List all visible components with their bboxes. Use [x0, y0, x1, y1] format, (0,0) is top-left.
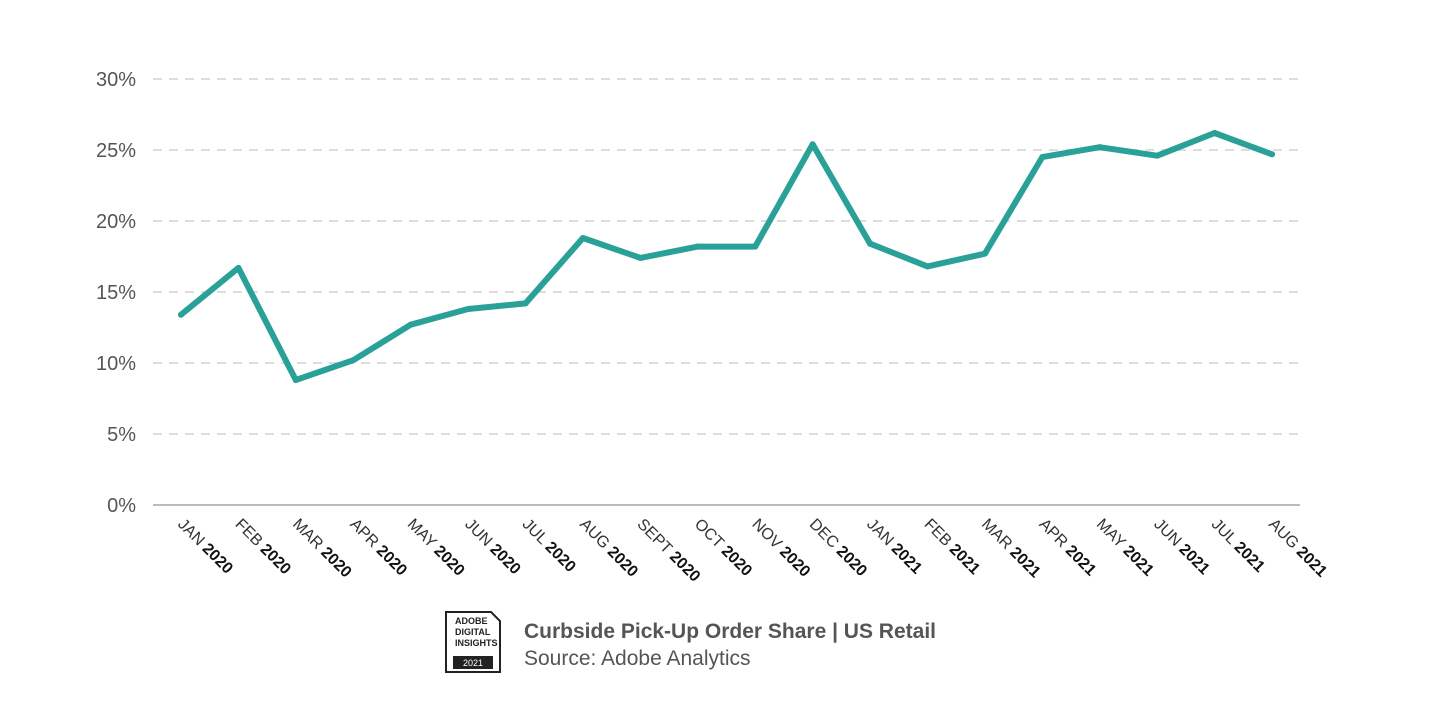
data-point — [1269, 151, 1275, 158]
data-point — [924, 263, 931, 270]
y-axis: 0% 5% 10% 15% 20% 25% 30% — [96, 69, 136, 517]
data-point — [809, 141, 816, 148]
x-tick-label: JAN 2021 — [863, 516, 925, 578]
logo-line-3: INSIGHTS — [455, 638, 498, 648]
x-tick-label: MAY 2020 — [404, 516, 468, 580]
x-tick-label: AUG 2020 — [576, 516, 641, 581]
y-tick-label: 10% — [96, 353, 136, 375]
y-tick-label: 20% — [96, 211, 136, 233]
logo-line-1: ADOBE — [455, 616, 488, 626]
chart-subtitle: Source: Adobe Analytics — [524, 647, 750, 670]
y-tick-label: 25% — [96, 140, 136, 162]
x-tick-year: 2020 — [604, 543, 641, 580]
x-tick-year: 2020 — [542, 539, 579, 576]
data-point — [235, 264, 242, 271]
data-point — [522, 300, 529, 307]
x-tick-label: DEC 2020 — [806, 516, 870, 580]
x-tick-year: 2021 — [1062, 542, 1099, 579]
data-point — [694, 243, 701, 250]
x-tick-year: 2020 — [833, 543, 870, 580]
data-point — [867, 240, 874, 247]
data-point — [637, 254, 644, 261]
data-point — [579, 235, 586, 242]
x-tick-year: 2021 — [888, 540, 925, 577]
x-tick-label: APR 2020 — [346, 516, 410, 580]
x-tick-year: 2021 — [946, 541, 983, 578]
y-tick-label: 30% — [96, 69, 136, 91]
data-point — [752, 243, 759, 250]
data-point — [292, 377, 299, 384]
data-point — [1154, 152, 1161, 159]
x-tick-label: FEB 2020 — [232, 516, 294, 578]
x-tick-label: MAR 2021 — [978, 516, 1044, 582]
data-point — [1039, 154, 1046, 161]
x-tick-label: MAR 2020 — [289, 516, 355, 582]
data-point — [981, 250, 988, 257]
x-tick-label: FEB 2021 — [921, 516, 983, 578]
x-tick-label: AUG 2021 — [1265, 516, 1330, 581]
adobe-digital-insights-logo: ADOBE DIGITAL INSIGHTS 2021 — [445, 611, 501, 673]
data-point — [350, 357, 357, 364]
x-tick-year: 2020 — [666, 548, 703, 585]
gridlines — [153, 78, 1300, 506]
x-tick-label: MAY 2021 — [1093, 516, 1157, 580]
x-tick-year: 2020 — [718, 543, 755, 580]
y-tick-label: 0% — [107, 495, 136, 517]
x-tick-year: 2021 — [1006, 544, 1043, 581]
x-tick-year: 2021 — [1175, 541, 1212, 578]
chart-title: Curbside Pick-Up Order Share | US Retail — [524, 620, 936, 643]
x-tick-year: 2020 — [257, 541, 294, 578]
chart-footer: ADOBE DIGITAL INSIGHTS 2021 Curbside Pic… — [445, 611, 936, 673]
data-point — [407, 321, 414, 328]
data-point — [1211, 129, 1218, 136]
y-tick-label: 5% — [107, 424, 136, 446]
x-tick-label: NOV 2020 — [748, 516, 813, 581]
x-tick-year: 2020 — [776, 543, 813, 580]
series-group — [178, 129, 1275, 384]
y-tick-label: 15% — [96, 282, 136, 304]
x-tick-year: 2021 — [1293, 543, 1330, 580]
x-tick-year: 2020 — [486, 541, 523, 578]
x-tick-year: 2021 — [1231, 539, 1268, 576]
x-tick-label: JUN 2021 — [1150, 516, 1212, 578]
x-tick-label: JUL 2020 — [519, 516, 579, 576]
x-tick-label: JUN 2020 — [461, 516, 523, 578]
data-point — [1096, 144, 1103, 151]
logo-year: 2021 — [463, 658, 483, 668]
data-point — [465, 306, 472, 313]
x-tick-year: 2020 — [373, 542, 410, 579]
x-tick-year: 2020 — [199, 540, 236, 577]
logo-line-2: DIGITAL — [455, 627, 491, 637]
series-line — [178, 130, 1275, 383]
x-tick-label: JAN 2020 — [174, 516, 236, 578]
x-tick-label: JUL 2021 — [1208, 516, 1268, 576]
x-tick-label: APR 2021 — [1035, 516, 1099, 580]
x-tick-year: 2021 — [1120, 542, 1157, 579]
x-tick-year: 2020 — [430, 542, 467, 579]
x-tick-year: 2020 — [317, 544, 354, 581]
data-point — [178, 311, 184, 318]
